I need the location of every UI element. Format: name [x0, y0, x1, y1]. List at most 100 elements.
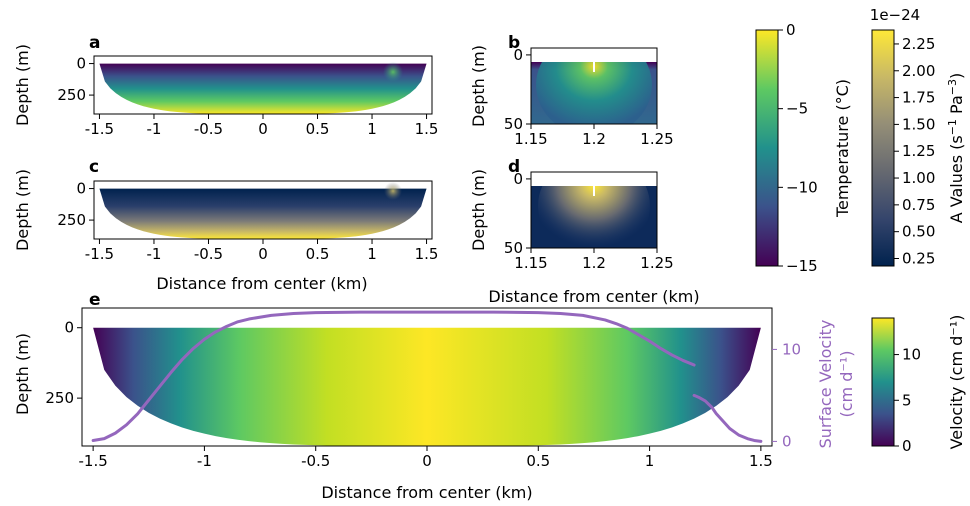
colorbar-a-values-tick-label: 0.25: [902, 249, 935, 267]
panel-d-x-ticks: 1.15 1.2 1.25: [514, 248, 674, 272]
panel-c-xtick-label: 0.5: [306, 245, 330, 263]
panel-e-xtick-label: 1.5: [749, 452, 773, 470]
panel-a-temperature-field: [99, 63, 427, 114]
colorbar-a-values-tick-label: 1.00: [902, 169, 935, 187]
panel-d-ytick-label: 50: [504, 239, 523, 257]
colorbar-a-values-tick-label: 1.25: [902, 142, 935, 160]
panel-a-ylabel: Depth (m): [13, 44, 32, 126]
panel-d-ylabel: Depth (m): [469, 169, 488, 251]
panel-e-xtick-label: 1: [645, 452, 655, 470]
panel-d-xtick-label: 1.15: [514, 254, 547, 272]
panel-a: a -1.5 -1 -0.5 0 0.5 1 1.5 0 250 Depth (m): [13, 33, 438, 138]
colorbar-temperature-tick-label: −10: [786, 178, 818, 196]
panel-b-y-ticks: 0 50: [504, 46, 531, 133]
panel-e-secondary-y-ticks: 0 10: [772, 340, 801, 450]
panel-a-xtick-label: 1.5: [415, 120, 439, 138]
colorbar-a-values-exponent: 1e−24: [870, 6, 920, 24]
panel-d-letter: d: [508, 157, 520, 177]
colorbar-velocity-label: Velocity (cm d⁻¹): [947, 315, 966, 450]
panel-a-xtick-label: 1: [367, 120, 377, 138]
panel-d-y-ticks: 0 50: [504, 170, 531, 257]
colorbar-a-values-tick-label: 2.00: [902, 62, 935, 80]
colorbar-a-values-ticks: 2.25 2.00 1.75 1.50 1.25 1.00 0.75 0.50 0.25: [894, 35, 935, 267]
colorbar-velocity-frame: [871, 317, 895, 447]
colorbar-velocity-tick-label: 10: [902, 346, 921, 364]
panel-e-xtick-label: 0: [422, 452, 432, 470]
panel-a-ytick-label: 0: [76, 55, 86, 73]
surface-velocity-line-2: [692, 393, 763, 443]
panel-a-xtick-label: 0.5: [306, 120, 330, 138]
panel-b-ylabel: Depth (m): [469, 45, 488, 127]
panel-a-letter: a: [89, 33, 100, 53]
panel-c-xtick-label: -0.5: [194, 245, 223, 263]
colorbar-a-values-tick-label: 1.50: [902, 115, 935, 133]
panel-e-ytick-label: 0: [64, 319, 74, 337]
panel-c-xtick-label: 1: [367, 245, 377, 263]
colorbar-a-values-tick-label: 0.75: [902, 196, 935, 214]
panel-b-ytick-label: 50: [504, 115, 523, 133]
colorbar-temperature-ticks: 0 −5 −10 −15: [778, 21, 818, 275]
panel-c-ytick-label: 0: [76, 180, 86, 198]
colorbar-a-values-tick-label: 1.75: [902, 89, 935, 107]
colorbar-temperature-tick-label: −5: [786, 100, 808, 118]
panel-e-x-ticks: -1.5 -1 -0.5 0 0.5 1 1.5: [78, 446, 773, 470]
panel-b-ytick-label: 0: [513, 46, 523, 64]
panel-e-xlabel: Distance from center (km): [321, 483, 532, 502]
colorbar-temperature-frame: [755, 29, 779, 267]
panel-c-xtick-label: 1.5: [415, 245, 439, 263]
panel-d-heat-plume: [538, 186, 650, 248]
colorbar-temperature-tick-label: −15: [786, 257, 818, 275]
panel-b-letter: b: [508, 33, 520, 53]
colorbar-temperature: 0 −5 −10 −15 Temperature (°C): [755, 21, 852, 275]
panel-e-velocity-field: [93, 327, 761, 446]
panel-a-x-ticks: -1.5 -1 -0.5 0 0.5 1 1.5: [85, 114, 439, 138]
panel-c-xlabel: Distance from center (km): [156, 274, 367, 293]
panel-a-xtick-label: -1.5: [85, 120, 114, 138]
panel-b-x-ticks: 1.15 1.2 1.25: [514, 124, 674, 148]
panel-b-xtick-label: 1.25: [640, 130, 673, 148]
panel-e-letter: e: [89, 290, 101, 310]
panel-c-xtick-label: -1.5: [85, 245, 114, 263]
panel-e-secondary-ytick-label: 10: [782, 340, 801, 358]
panel-b: b 1.15 1.2 1.25 0 50 Depth (m): [469, 33, 674, 148]
panel-a-xtick-label: 0: [258, 120, 268, 138]
colorbar-a-values-tick-label: 0.50: [902, 223, 935, 241]
panel-c-xtick-label: 0: [258, 245, 268, 263]
panel-e-xtick-label: -1: [197, 452, 212, 470]
panel-b-xtick-label: 1.2: [582, 130, 606, 148]
panel-c-ytick-label: 250: [57, 211, 86, 229]
panel-e-secondary-ylabel-line1: Surface Velocity: [816, 320, 835, 449]
panel-e-ylabel: Depth (m): [13, 333, 32, 415]
colorbar-a-values-tick-label: 2.25: [902, 35, 935, 53]
colorbar-velocity-gradient: [872, 318, 894, 446]
panel-b-xtick-label: 1.15: [514, 130, 547, 148]
panel-a-hotspot: [383, 62, 403, 82]
panel-e-secondary-ytick-label: 0: [782, 432, 792, 450]
colorbar-velocity-ticks: 10 5 0: [894, 346, 921, 455]
colorbar-temperature-label: Temperature (°C): [833, 79, 852, 218]
panel-e-ytick-label: 250: [45, 389, 74, 407]
colorbar-temperature-tick-label: 0: [786, 21, 796, 39]
colorbar-a-values: 2.25 2.00 1.75 1.50 1.25 1.00 0.75 0.50 0.25 1e−…: [870, 6, 966, 267]
panel-c-a-values-field: [99, 188, 427, 239]
panel-e-secondary-ylabel-line2: (cm d⁻¹): [837, 351, 856, 418]
colorbar-velocity-tick-label: 5: [902, 391, 912, 409]
panel-e-y-ticks: 0 250: [45, 319, 82, 407]
panel-c-ylabel: Depth (m): [13, 169, 32, 251]
panel-e-surface-velocity-lines: [91, 310, 763, 443]
colorbar-velocity-tick-label: 0: [902, 437, 912, 455]
surface-velocity-line-1: [91, 310, 696, 442]
panel-d-ytick-label: 0: [513, 170, 523, 188]
panel-d-xlabel: Distance from center (km): [488, 287, 699, 306]
panel-a-ytick-label: 250: [57, 86, 86, 104]
colorbar-a-values-gradient: [872, 30, 894, 266]
panel-c-x-ticks: -1.5 -1 -0.5 0 0.5 1 1.5: [85, 239, 439, 263]
panel-a-xtick-label: -0.5: [194, 120, 223, 138]
panel-c: c -1.5 -1 -0.5 0 0.5 1 1.5 0 250 Depth (m) Dist…: [13, 157, 438, 293]
panel-a-y-ticks: 0 250: [57, 55, 94, 104]
panel-c-xtick-label: -1: [146, 245, 161, 263]
panel-c-hotspot: [384, 182, 402, 200]
colorbar-velocity: 10 5 0 Velocity (cm d⁻¹): [871, 315, 966, 455]
